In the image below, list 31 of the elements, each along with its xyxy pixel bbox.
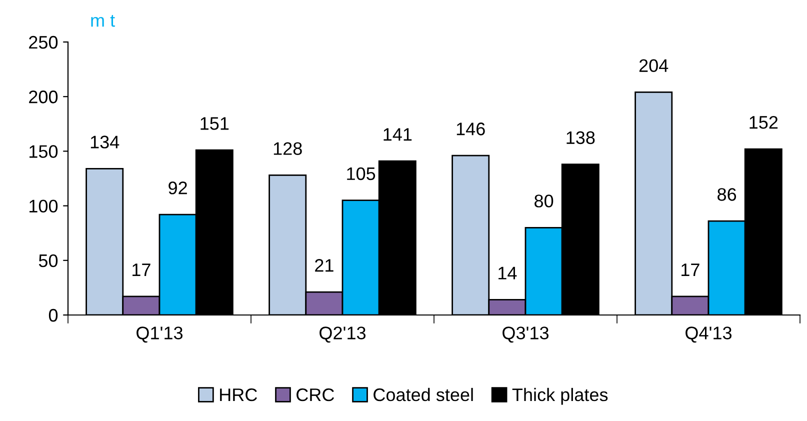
data-label: 151: [200, 117, 229, 130]
data-label: 14: [498, 266, 517, 280]
data-label: 134: [90, 136, 120, 148]
legend-label: HRC: [220, 388, 258, 402]
legend-label: CRC: [296, 388, 334, 402]
y-tick-label: 0: [48, 308, 58, 322]
y-tick-label: 250: [29, 36, 58, 49]
x-tick-label: Q4'13: [686, 326, 732, 343]
y-tick-label: 200: [29, 90, 58, 104]
y-tick-label: 150: [30, 145, 58, 158]
data-label: 128: [274, 142, 302, 155]
legend-label: Thick plates: [512, 388, 608, 405]
data-label: 92: [168, 182, 187, 194]
legend-label: Coated steel: [374, 388, 473, 402]
y-tick-label: 100: [30, 200, 58, 213]
data-label: 86: [718, 188, 736, 201]
x-tick-label: Q2'13: [320, 326, 366, 343]
data-label: 105: [347, 167, 376, 180]
x-tick-label: Q1'13: [136, 326, 183, 343]
x-tick-label: Q3'13: [502, 326, 549, 343]
data-label: 80: [534, 194, 554, 208]
data-label: 152: [750, 116, 778, 129]
data-label: 141: [384, 128, 412, 141]
data-label: 17: [132, 264, 150, 276]
data-label: 138: [566, 131, 595, 144]
data-label: 21: [315, 259, 334, 272]
data-label: 17: [682, 264, 700, 276]
data-label: 204: [639, 59, 668, 72]
y-tick-label: 50: [38, 254, 58, 268]
y-axis-title: m t: [91, 14, 115, 27]
data-label: 146: [456, 122, 485, 136]
